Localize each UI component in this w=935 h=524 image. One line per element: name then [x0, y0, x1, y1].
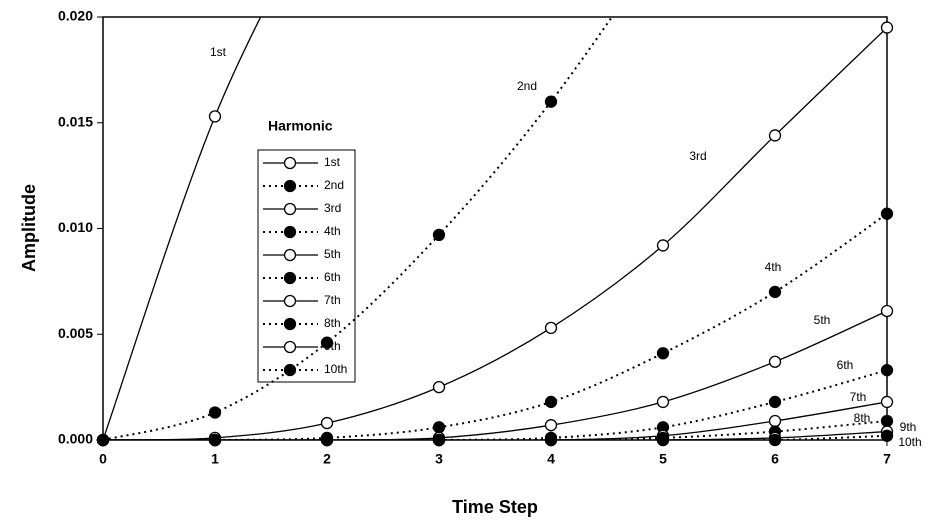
point-marker: [320, 416, 334, 430]
point-marker: [432, 421, 446, 434]
point-marker: [656, 433, 670, 447]
point-marker: [544, 321, 558, 335]
point-marker: [768, 285, 782, 299]
point-marker: [880, 414, 894, 428]
legend-box: [257, 149, 356, 383]
point-marker: [656, 239, 670, 252]
point-marker: [283, 363, 297, 377]
point-marker: [880, 429, 894, 442]
legend-label: 2nd: [324, 178, 344, 192]
y-axis-label: Amplitude: [19, 184, 39, 272]
point-marker: [656, 395, 670, 409]
series-annotation: 5th: [814, 313, 831, 327]
series-line: [103, 430, 887, 440]
point-marker: [208, 406, 222, 419]
point-marker: [283, 271, 297, 285]
y-tick-label: 0.010: [58, 219, 93, 235]
y-tick-label: 0.005: [58, 325, 93, 341]
x-tick-label: 7: [883, 451, 891, 467]
legend-label: 10th: [324, 362, 347, 376]
legend-label: 8th: [324, 316, 341, 330]
point-marker: [880, 207, 894, 220]
legend-label: 7th: [324, 293, 341, 307]
point-marker: [544, 419, 558, 432]
point-marker: [96, 433, 110, 447]
point-marker: [656, 347, 670, 360]
point-marker: [432, 433, 446, 447]
point-marker: [283, 317, 297, 331]
legend-label: 3rd: [324, 201, 341, 215]
legend-title: Harmonic: [268, 118, 333, 134]
x-axis-label: Time Step: [452, 497, 538, 517]
point-marker: [283, 225, 297, 239]
legend-label: 9th: [324, 339, 341, 353]
point-marker: [208, 110, 222, 123]
x-tick-label: 1: [211, 451, 219, 467]
point-marker: [208, 433, 222, 447]
series-line: [103, 212, 887, 440]
x-tick-label: 2: [323, 451, 331, 467]
point-marker: [768, 355, 782, 368]
legend-label: 4th: [324, 224, 341, 238]
series-annotation: 10th: [898, 435, 921, 449]
point-marker: [880, 395, 894, 409]
point-marker: [320, 336, 334, 349]
point-marker: [283, 156, 297, 170]
point-marker: [283, 202, 297, 216]
series-line: [103, 17, 614, 440]
point-marker: [283, 340, 297, 354]
series-annotation: 9th: [900, 420, 917, 434]
series-annotation: 8th: [854, 411, 871, 425]
x-tick-label: 6: [771, 451, 779, 467]
series-line: [103, 27, 887, 440]
series-annotation: 2nd: [517, 79, 537, 93]
point-marker: [768, 414, 782, 428]
x-tick-label: 0: [99, 451, 107, 467]
plot-area: [103, 17, 887, 440]
series-annotation: 1st: [210, 45, 227, 59]
series-annotation: 6th: [837, 358, 854, 372]
y-tick-label: 0.015: [58, 113, 93, 129]
point-marker: [768, 129, 782, 142]
legend-label: 5th: [324, 247, 341, 261]
x-tick-label: 5: [659, 451, 667, 467]
point-marker: [544, 395, 558, 409]
point-marker: [283, 179, 297, 193]
series-line: [103, 17, 262, 440]
y-tick-label: 0.000: [58, 431, 93, 447]
point-marker: [544, 433, 558, 447]
series-annotation: 7th: [850, 390, 867, 404]
series-line: [103, 419, 887, 440]
point-marker: [283, 248, 297, 262]
point-marker: [880, 21, 894, 34]
plot-frame: [102, 16, 888, 441]
legend-label: 6th: [324, 270, 341, 284]
point-marker: [432, 228, 446, 241]
point-marker: [768, 433, 782, 447]
point-marker: [544, 95, 558, 108]
series-annotation: 3rd: [689, 149, 706, 163]
point-marker: [880, 364, 894, 377]
point-marker: [768, 395, 782, 409]
point-marker: [880, 304, 894, 318]
point-marker: [283, 294, 297, 308]
point-marker: [320, 433, 334, 447]
x-tick-label: 3: [435, 451, 443, 467]
series-annotation: 4th: [765, 260, 782, 274]
point-marker: [432, 380, 446, 394]
y-tick-label: 0.020: [58, 8, 93, 24]
x-tick-label: 4: [547, 451, 555, 467]
legend-label: 1st: [324, 155, 341, 169]
